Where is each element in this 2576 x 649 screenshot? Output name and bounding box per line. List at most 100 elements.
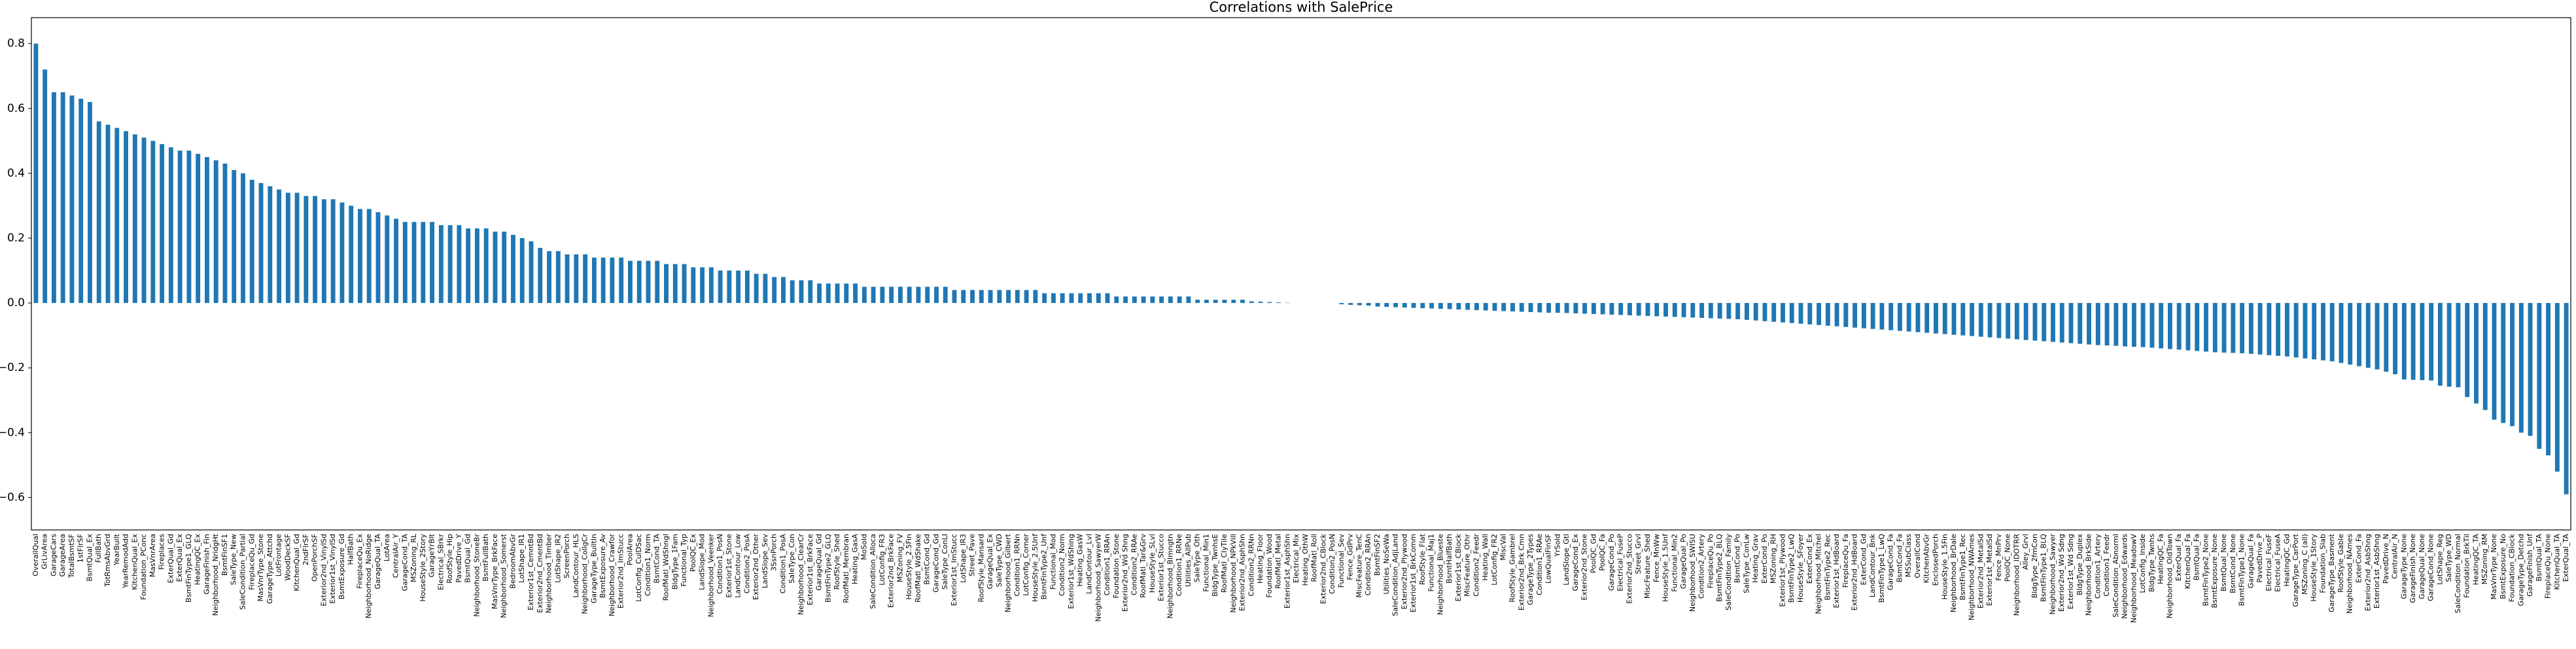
- bar: [682, 264, 687, 304]
- x-tick-label: Neighborhood_Blueste: [1436, 534, 1444, 615]
- x-tick-label: ExterCond_Po: [1760, 534, 1769, 584]
- x-tick-label: Neighborhood_Mitchel: [1815, 534, 1823, 614]
- x-tick-label: BldgType_TwnhsE: [1211, 534, 1219, 597]
- x-tick-label: GarageFinish_None: [2409, 534, 2417, 603]
- x-tick-label: CentralAir_Y: [392, 534, 400, 578]
- x-tick-label: Exterior2nd_Wd Sdng: [2057, 534, 2066, 612]
- bar: [943, 287, 948, 304]
- bar: [1267, 302, 1272, 304]
- bar: [33, 43, 39, 304]
- bar: [997, 290, 1002, 304]
- bar: [457, 225, 462, 304]
- x-tick-label: Neighborhood_Crawfor: [608, 534, 616, 617]
- bar: [529, 241, 534, 304]
- bar: [1483, 303, 1488, 311]
- x-tick-label: Exterior1st_Stucco: [1157, 534, 1166, 601]
- x-tick-label: Condition1_Norm: [644, 534, 652, 596]
- bar: [1996, 303, 2002, 338]
- x-tick-label: Neighborhood_Gilbert: [1004, 533, 1013, 612]
- bar: [772, 277, 777, 304]
- bar: [961, 290, 966, 304]
- x-tick-label: GarageCond_Po: [1607, 534, 1616, 591]
- bar: [736, 270, 741, 304]
- bar: [1546, 303, 1552, 313]
- x-tick-label: HeatingQC_Fa: [2157, 534, 2165, 584]
- bar: [2320, 303, 2325, 360]
- x-tick-label: Street_Pave: [968, 534, 977, 576]
- x-tick-label: SaleCondition_Family: [1724, 534, 1733, 610]
- x-tick-label: MasVnrArea: [148, 534, 157, 577]
- x-tick-label: BsmtQual_TA: [2535, 534, 2543, 582]
- x-tick-label: KitchenAbvGr: [1923, 534, 1931, 584]
- x-tick-label: Functional_Min2: [1670, 534, 1679, 592]
- x-tick-label: BldgType_1Fam: [670, 534, 679, 589]
- x-tick-label: Condition1_RRNe: [1175, 534, 1183, 597]
- bar: [1627, 303, 1632, 315]
- x-tick-label: Neighborhood_NPkVill: [1229, 534, 1238, 613]
- x-tick-label: GarageType_Detchd: [2516, 534, 2525, 606]
- bar: [2365, 303, 2371, 368]
- x-tick-label: Exterior2nd_Plywood: [1400, 534, 1408, 609]
- x-tick-label: PavedDrive_N: [2382, 534, 2390, 584]
- bar: [2329, 303, 2335, 362]
- x-tick-label: BsmtExposure_Gd: [338, 534, 346, 599]
- bar: [1384, 303, 1389, 307]
- x-tick-label: BsmtFullBath: [481, 534, 490, 582]
- bar: [907, 287, 912, 304]
- x-tick-label: SaleType_WD: [2445, 534, 2453, 582]
- x-tick-label: LotConfig_FR3: [878, 534, 886, 586]
- x-tick-label: Condition1_Feedr: [2102, 534, 2111, 597]
- bar: [952, 290, 957, 304]
- bar: [1654, 303, 1660, 317]
- bar: [1348, 303, 1353, 306]
- x-tick-label: BsmtCond_TA: [653, 534, 661, 584]
- bar: [1798, 303, 1803, 324]
- bar: [1276, 302, 1281, 304]
- bar: [1825, 303, 1830, 326]
- bar: [2123, 303, 2128, 347]
- x-tick-label: ExterCond_Ex: [1805, 534, 1814, 584]
- x-tick-label: SaleType_Con: [788, 534, 796, 584]
- bar: [2482, 303, 2488, 410]
- bar: [1033, 290, 1038, 304]
- bar: [232, 169, 237, 304]
- y-tick-label: 0.6: [7, 102, 25, 115]
- bar: [1807, 303, 1813, 324]
- x-tick-label: Exterior2nd_Wd Shng: [1121, 534, 1130, 612]
- x-tick-label: Condition2_Norm: [1058, 534, 1066, 596]
- bar: [2465, 303, 2470, 397]
- x-tick-label: Foundation_CBlock: [2508, 533, 2516, 602]
- bar: [1501, 303, 1506, 311]
- bar: [1438, 303, 1443, 309]
- y-tick-label: −0.2: [0, 361, 25, 374]
- x-tick-label: BsmtCond_Po: [1733, 534, 1742, 583]
- bar: [2257, 303, 2263, 355]
- x-tick-label: MSZoning_RM: [2480, 534, 2489, 584]
- bar: [2546, 303, 2551, 456]
- bar: [1987, 303, 1993, 338]
- x-tick-label: GarageType_Basment: [2327, 533, 2336, 612]
- bar: [1042, 293, 1047, 304]
- bar: [1609, 303, 1614, 315]
- bar: [627, 260, 633, 304]
- x-tick-label: Exterior1st_AsbShng: [2373, 534, 2381, 608]
- bar: [2131, 303, 2136, 347]
- x-tick-label: GarageCond_Fa: [1887, 534, 1895, 590]
- x-tick-label: Neighborhood_BrDale: [1949, 534, 1958, 612]
- x-tick-label: FullBath: [94, 534, 103, 563]
- bar: [1465, 303, 1471, 310]
- bar: [1222, 300, 1227, 304]
- x-tick-label: PoolQC_Gd: [1589, 534, 1597, 573]
- bar: [402, 222, 408, 304]
- bar: [1600, 303, 1605, 315]
- x-tick-label: RoofMatl_Tar&Grv: [1139, 534, 1147, 598]
- bar: [1114, 296, 1119, 304]
- bar: [2284, 303, 2289, 357]
- x-tick-label: Fireplaces: [158, 534, 166, 570]
- bar: [700, 267, 705, 304]
- x-tick-label: SaleCondition_Alloca: [869, 534, 877, 609]
- bar: [1843, 303, 1849, 327]
- x-tick-label: Exterior1st_BrkFace: [806, 534, 814, 605]
- bar: [744, 270, 750, 304]
- x-tick-label: Condition2_PosA: [742, 534, 751, 594]
